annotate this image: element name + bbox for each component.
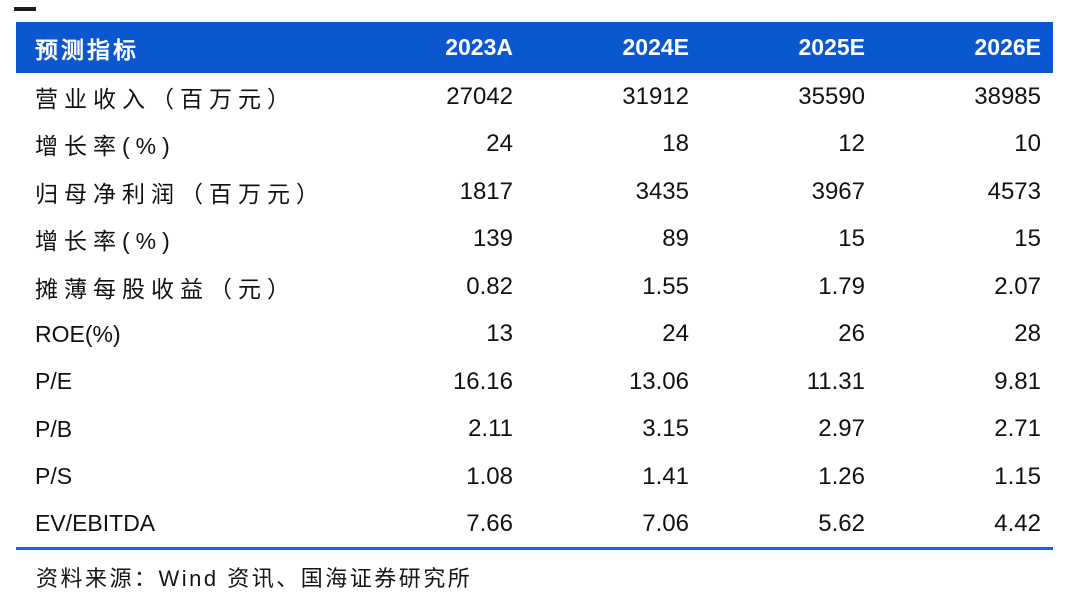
crop-artifact-mark (14, 7, 36, 11)
row-value: 2.11 (468, 415, 513, 443)
row-value: 3967 (811, 177, 865, 205)
table-body: 营业收入（百万元） 27042 31912 35590 38985 增长率(%) 24 18 1… (16, 73, 1053, 548)
row-value: 2.71 (994, 415, 1041, 443)
row-value: 3.15 (642, 415, 689, 443)
row-value: 89 (662, 225, 689, 253)
row-value: 7.66 (466, 509, 513, 537)
table-row: ROE(%) 13 24 26 28 (16, 311, 1053, 359)
row-value: 1817 (459, 177, 513, 205)
table-row: 增长率(%) 24 18 12 10 (16, 121, 1053, 169)
row-label: 归母净利润（百万元） (35, 180, 325, 207)
row-value: 3435 (635, 177, 689, 205)
row-value: 4.42 (994, 509, 1041, 537)
table-header-row: 预测指标 2023A 2024E 2025E 2026E (16, 22, 1053, 73)
row-label: P/B (35, 415, 73, 442)
table-row: P/E 16.16 13.06 11.31 9.81 (16, 358, 1053, 406)
row-value: 13 (486, 320, 513, 348)
table-row: 摊薄每股收益（元） 0.82 1.55 1.79 2.07 (16, 263, 1053, 311)
row-value: 139 (472, 225, 513, 253)
row-value: 2.07 (994, 272, 1041, 300)
row-value: 24 (662, 320, 689, 348)
row-value: 1.15 (994, 462, 1041, 490)
row-value: 35590 (798, 82, 865, 110)
row-value: 18 (662, 130, 689, 158)
row-value: 1.79 (818, 272, 865, 300)
table-row: 营业收入（百万元） 27042 31912 35590 38985 (16, 73, 1053, 121)
row-value: 1.26 (818, 462, 865, 490)
table-row: 归母净利润（百万元） 1817 3435 3967 4573 (16, 168, 1053, 216)
row-value: 1.55 (642, 272, 689, 300)
row-value: 5.62 (818, 509, 865, 537)
table-row: EV/EBITDA 7.66 7.06 5.62 4.42 (16, 501, 1053, 549)
row-label: EV/EBITDA (35, 510, 156, 536)
row-label: 增长率(%) (35, 133, 176, 160)
row-value: 15 (838, 225, 865, 253)
column-header-2023a: 2023A (445, 34, 513, 60)
row-value: 26 (838, 320, 865, 348)
row-label: 摊薄每股收益（元） (35, 275, 296, 302)
row-label: 增长率(%) (35, 228, 176, 255)
row-value: 16.16 (452, 367, 513, 395)
row-value: 2.97 (818, 415, 865, 443)
row-value: 31912 (622, 82, 689, 110)
row-value: 13.06 (628, 367, 689, 395)
table-row: 增长率(%) 139 89 15 15 (16, 216, 1053, 264)
row-value: 1.08 (466, 462, 513, 490)
row-value: 7.06 (642, 509, 689, 537)
table-row: P/S 1.08 1.41 1.26 1.15 (16, 453, 1053, 501)
row-value: 15 (1014, 225, 1041, 253)
column-header-2025e: 2025E (798, 34, 865, 60)
row-value: 4573 (987, 177, 1041, 205)
row-value: 11.31 (806, 367, 865, 395)
row-value: 24 (486, 130, 513, 158)
table-row: P/B 2.11 3.15 2.97 2.71 (16, 406, 1053, 454)
data-source-note: 资料来源：Wind 资讯、国海证券研究所 (36, 566, 473, 591)
row-value: 27042 (446, 82, 513, 110)
column-header-2026e: 2026E (974, 34, 1041, 60)
row-label: P/E (35, 368, 73, 395)
row-value: 0.82 (466, 272, 513, 300)
row-value: 10 (1014, 130, 1041, 158)
column-header-2024e: 2024E (622, 34, 689, 60)
column-header-indicator: 预测指标 (35, 36, 139, 63)
row-label: ROE(%) (35, 320, 121, 347)
forecast-table: 预测指标 2023A 2024E 2025E 2026E 营业收入（百万元） 27… (16, 22, 1053, 550)
row-value: 28 (1014, 320, 1041, 348)
row-value: 9.81 (994, 367, 1041, 395)
row-value: 12 (838, 130, 865, 158)
row-value: 38985 (974, 82, 1041, 110)
row-value: 1.41 (642, 462, 689, 490)
row-label: 营业收入（百万元） (35, 85, 296, 112)
row-label: P/S (35, 463, 73, 490)
